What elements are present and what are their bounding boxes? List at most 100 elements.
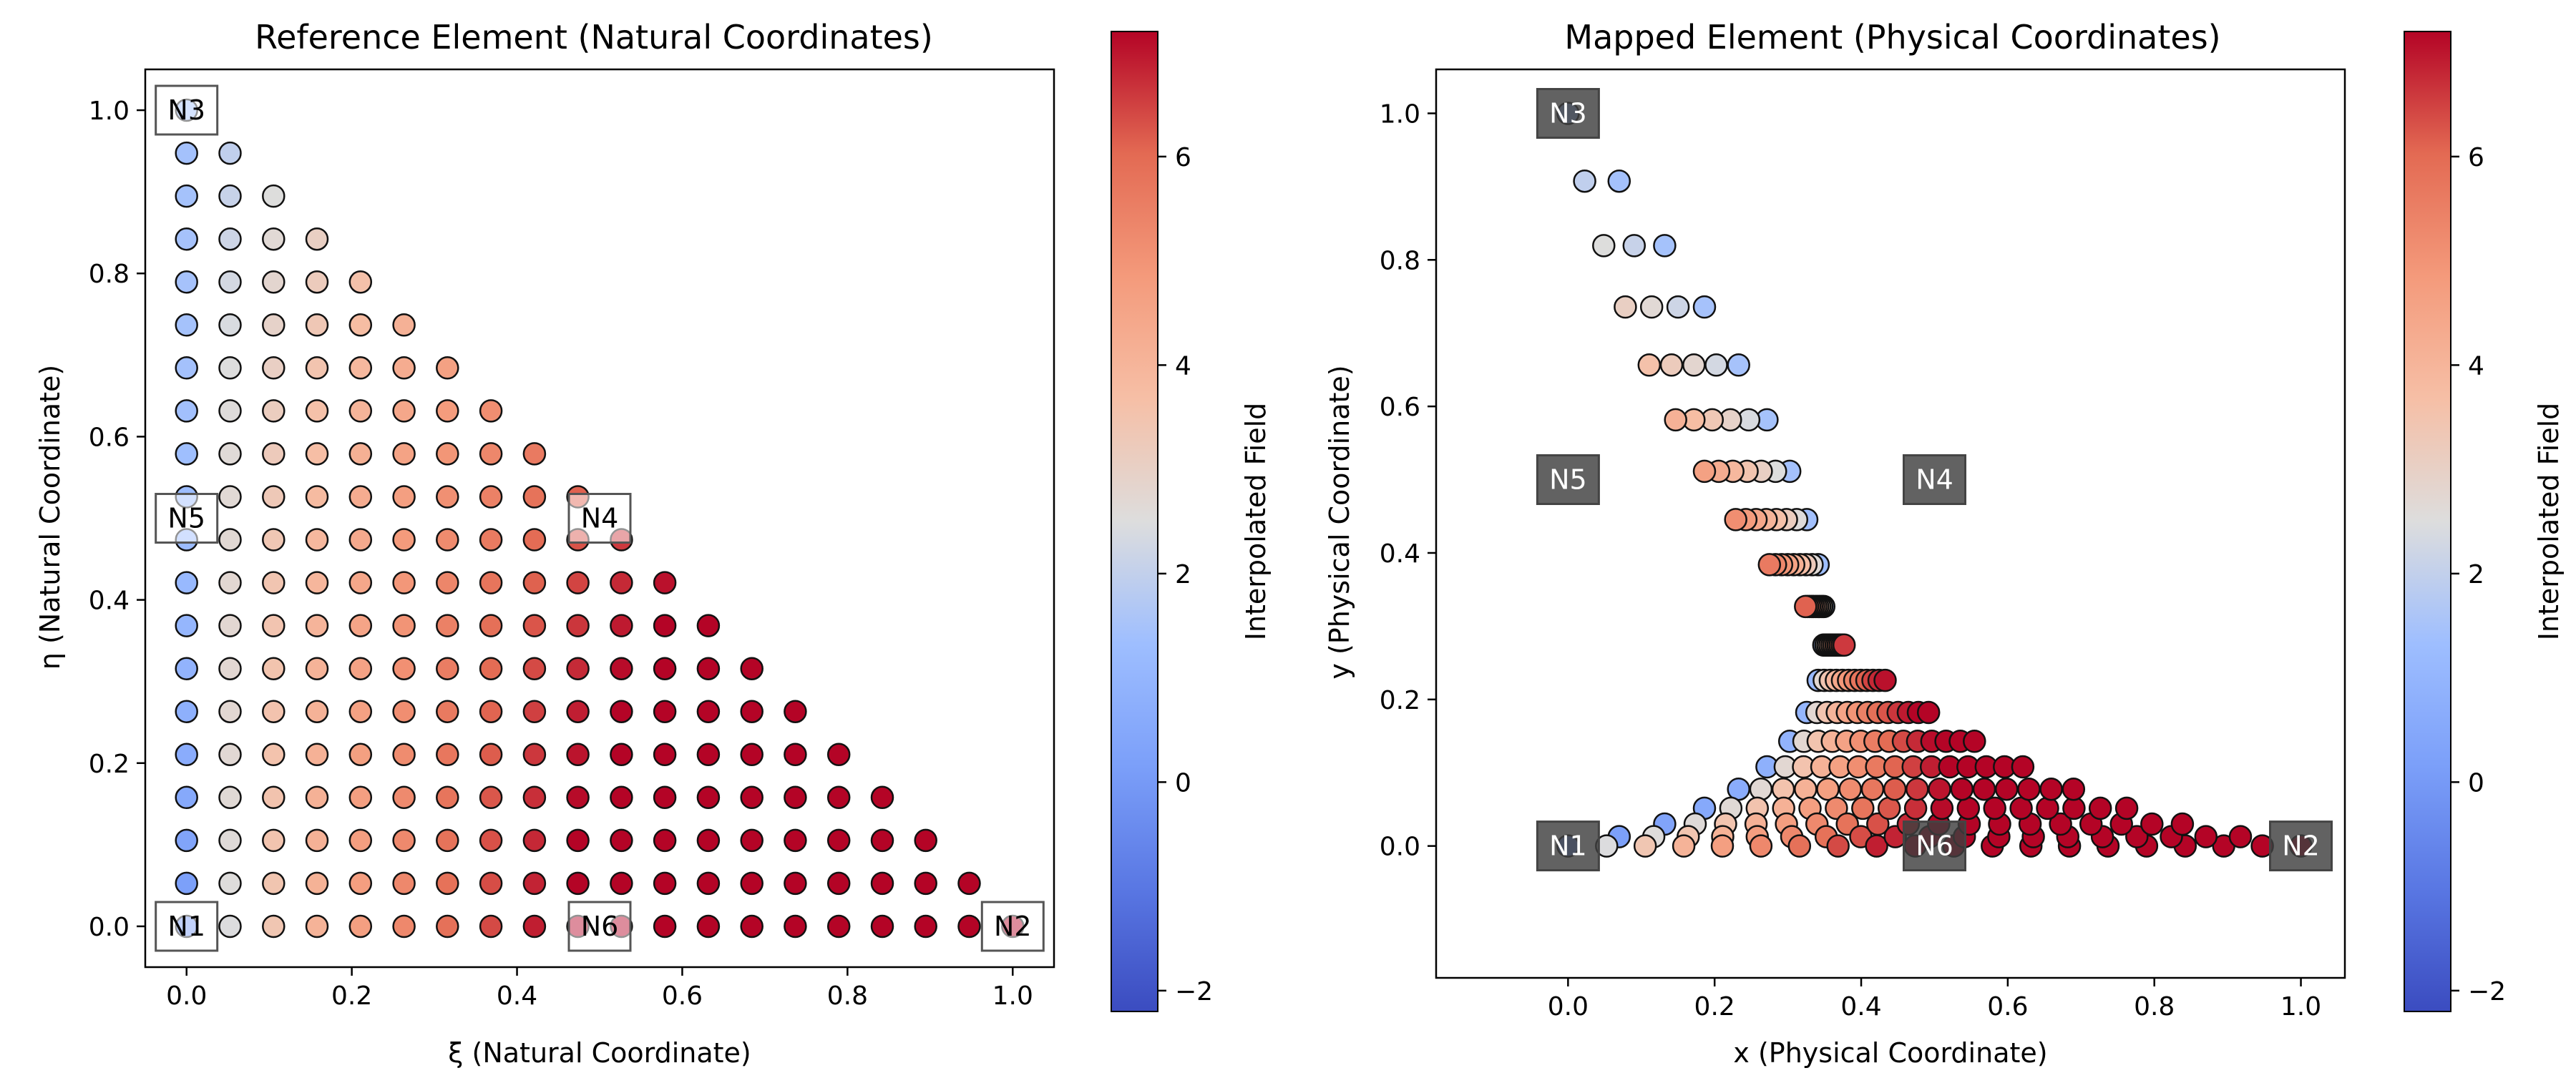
left-data-point xyxy=(262,485,286,509)
left-data-point xyxy=(262,227,286,251)
right-data-point xyxy=(1749,777,1773,801)
left-data-point xyxy=(218,141,242,165)
left-title: Reference Element (Natural Coordinates) xyxy=(255,18,933,57)
left-data-point xyxy=(348,743,373,767)
right-data-point xyxy=(2039,777,2063,801)
left-data-point xyxy=(914,828,937,853)
right-data-point xyxy=(2036,796,2059,820)
left-data-point xyxy=(348,442,373,466)
left-data-point xyxy=(522,485,547,509)
right-data-point xyxy=(1928,777,1951,801)
left-data-point xyxy=(522,871,547,896)
left-data-point xyxy=(740,914,763,939)
right-node-box xyxy=(1536,88,1600,139)
left-data-point xyxy=(262,528,286,552)
left-colorbar-ticks: −2 0 2 4 6 xyxy=(1158,143,1213,1006)
left-data-point xyxy=(479,485,503,509)
left-data-point xyxy=(826,828,851,853)
left-data-point xyxy=(392,657,416,680)
left-y-tick-label: 0.8 xyxy=(89,260,130,289)
left-data-point xyxy=(566,657,590,680)
left-node-label: N3 xyxy=(167,94,205,126)
right-title: Mapped Element (Physical Coordinates) xyxy=(1564,18,2220,57)
right-data-point xyxy=(1653,234,1677,258)
left-data-point xyxy=(218,914,242,939)
right-data-point xyxy=(1794,594,1818,619)
left-data-point xyxy=(784,914,807,939)
left-data-point xyxy=(392,485,416,509)
left-data-point xyxy=(740,743,763,767)
left-data-point xyxy=(348,657,373,680)
left-data-point xyxy=(610,700,633,723)
right-data-point xyxy=(1983,796,2006,820)
left-data-point xyxy=(957,914,981,939)
left-data-point xyxy=(218,270,242,294)
left-data-point xyxy=(175,614,198,637)
right-data-point xyxy=(1672,834,1696,858)
left-data-point xyxy=(479,871,503,896)
left-data-point xyxy=(348,270,373,294)
right-data-point xyxy=(1682,353,1706,377)
left-data-point xyxy=(870,828,894,853)
left-data-point xyxy=(218,657,242,680)
right-colorbar-tick-label: −2 xyxy=(2468,977,2506,1006)
right-colorbar-gradient xyxy=(2404,31,2451,1012)
left-x-ticks: 0.0 0.2 0.4 0.6 0.8 1.0 xyxy=(166,967,1033,1011)
left-data-point xyxy=(262,743,286,767)
right-data-point xyxy=(1916,700,1941,725)
right-x-tick-label: 1.0 xyxy=(2280,992,2321,1021)
right-y-axis-label: y (Physical Coordinate) xyxy=(1324,365,1355,679)
right-y-tick-label: 0.8 xyxy=(1380,246,1420,275)
left-data-point xyxy=(610,657,633,680)
right-data-point xyxy=(1972,777,1996,801)
left-data-point xyxy=(653,614,677,637)
left-x-tick-label: 0.6 xyxy=(662,981,703,1011)
left-data-point xyxy=(436,485,459,509)
left-data-point xyxy=(262,356,286,380)
left-data-point xyxy=(262,614,286,637)
left-data-point xyxy=(348,313,373,337)
left-data-point xyxy=(784,743,807,767)
left-data-point xyxy=(392,571,416,594)
right-data-point xyxy=(1906,777,1929,801)
left-data-point xyxy=(175,571,198,594)
right-data-point xyxy=(1692,295,1717,319)
left-data-point xyxy=(522,614,547,637)
right-data-point xyxy=(1838,777,1862,801)
left-colorbar-label: Interpolated Field xyxy=(1240,403,1272,641)
right-data-point xyxy=(1704,353,1728,377)
right-data-point xyxy=(1873,668,1897,692)
left-data-point xyxy=(305,614,329,637)
left-data-point xyxy=(175,743,198,767)
left-data-point xyxy=(175,657,198,680)
right-data-point xyxy=(1956,796,1981,820)
mapped-element-panel: Mapped Element (Physical Coordinates) N1… xyxy=(1324,18,2346,1069)
right-data-point xyxy=(1950,777,1974,801)
left-data-point xyxy=(522,700,547,723)
left-data-point xyxy=(218,184,242,208)
left-data-point xyxy=(175,785,198,810)
left-data-point xyxy=(262,914,286,939)
right-data-point xyxy=(2194,825,2218,848)
left-y-tick-label: 0.2 xyxy=(89,750,130,779)
left-data-point xyxy=(392,743,416,767)
left-data-point xyxy=(436,399,459,423)
left-data-point xyxy=(566,828,590,853)
right-data-point xyxy=(1633,834,1657,858)
left-data-point xyxy=(262,270,286,294)
left-data-point xyxy=(305,227,329,251)
left-y-tick-label: 0.0 xyxy=(89,913,130,942)
right-y-ticks: 0.0 0.2 0.4 0.6 0.8 1.0 xyxy=(1380,99,1436,862)
left-data-point xyxy=(392,356,416,380)
left-data-point xyxy=(653,571,677,594)
left-data-point xyxy=(566,871,590,896)
left-data-point xyxy=(392,700,416,723)
left-data-point xyxy=(175,700,198,723)
left-data-point xyxy=(826,871,851,896)
right-colorbar: −2 0 2 4 6 Interpolated Field xyxy=(2404,31,2565,1012)
right-data-point xyxy=(1903,796,1928,820)
left-x-tick-label: 0.4 xyxy=(497,981,537,1011)
left-x-axis-label: ξ (Natural Coordinate) xyxy=(448,1037,751,1069)
left-data-point xyxy=(392,614,416,637)
right-data-point xyxy=(1851,796,1875,820)
